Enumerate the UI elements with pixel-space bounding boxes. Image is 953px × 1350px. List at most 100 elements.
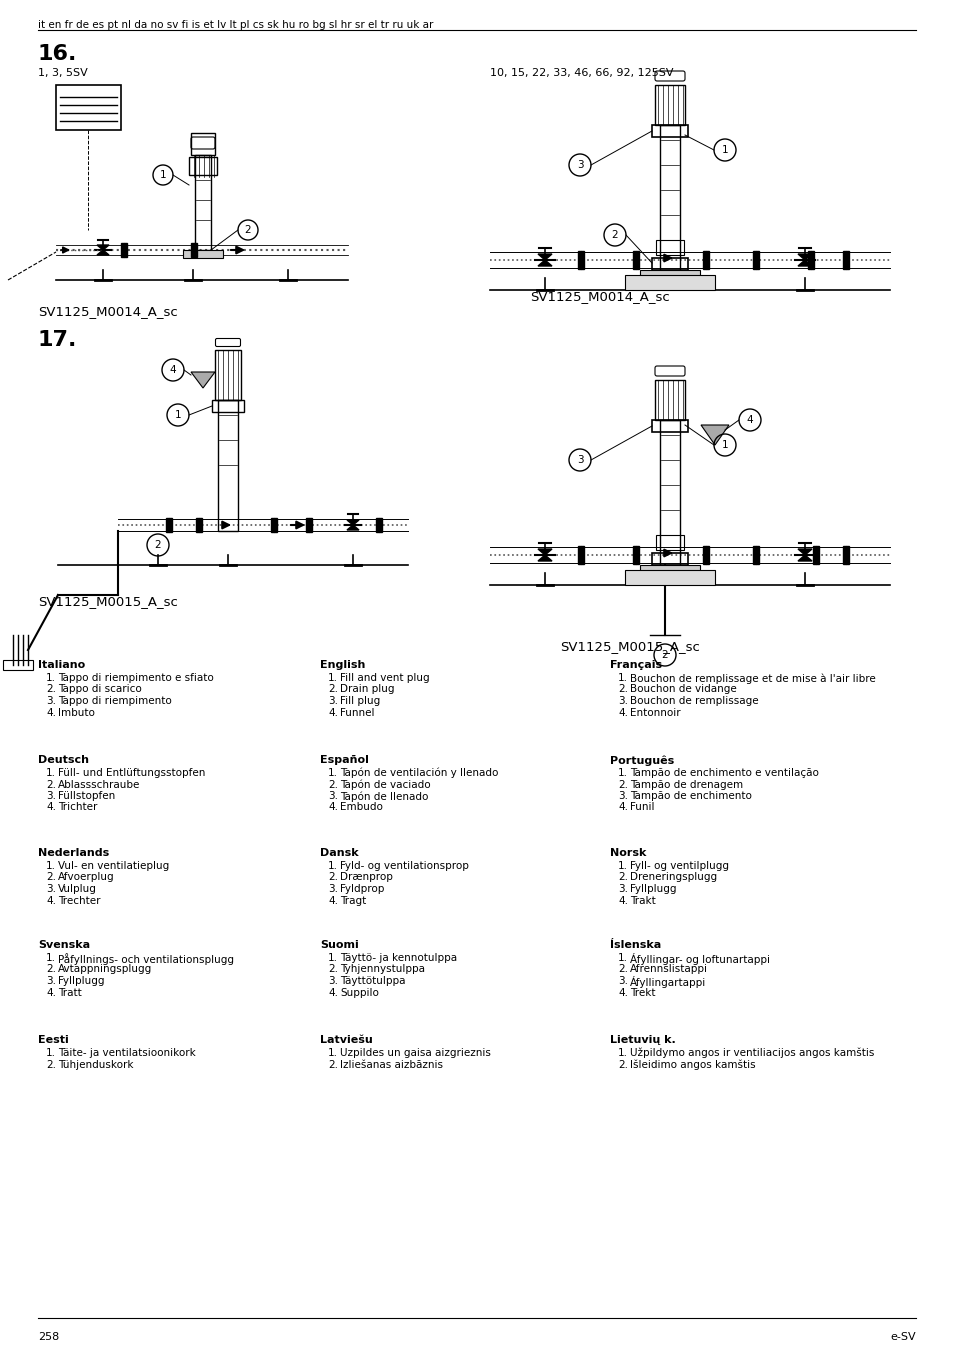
Bar — [3, 660, 33, 670]
Text: 2: 2 — [611, 230, 618, 240]
Text: Tappo di riempimento e sfiato: Tappo di riempimento e sfiato — [58, 674, 213, 683]
Text: 2.: 2. — [328, 872, 337, 883]
Bar — [651, 420, 687, 432]
Bar — [845, 251, 848, 269]
Text: 2.: 2. — [46, 779, 56, 790]
Text: 258: 258 — [38, 1332, 59, 1342]
Text: 3.: 3. — [618, 791, 627, 801]
Bar — [581, 251, 584, 269]
Text: it en fr de es pt nl da no sv fi is et lv lt pl cs sk hu ro bg sl hr sr el tr ru: it en fr de es pt nl da no sv fi is et l… — [38, 20, 433, 30]
Bar — [272, 518, 274, 532]
Text: 1.: 1. — [328, 953, 337, 963]
Bar — [624, 570, 714, 585]
Text: 3.: 3. — [618, 976, 627, 986]
Text: Eesti: Eesti — [38, 1035, 69, 1045]
Text: Tapón de vaciado: Tapón de vaciado — [339, 779, 430, 790]
Text: Bouchon de vidange: Bouchon de vidange — [629, 684, 736, 694]
Text: Norsk: Norsk — [609, 848, 646, 859]
Text: 2.: 2. — [618, 872, 627, 883]
Text: 1.: 1. — [328, 768, 337, 778]
Text: Lietuvių k.: Lietuvių k. — [609, 1035, 675, 1045]
Text: 4.: 4. — [618, 987, 627, 998]
Text: Dreneringsplugg: Dreneringsplugg — [629, 872, 717, 883]
Text: 4.: 4. — [46, 895, 56, 906]
Bar — [214, 350, 241, 400]
Bar — [196, 518, 199, 532]
Text: 2.: 2. — [328, 1060, 337, 1069]
Text: 4.: 4. — [46, 707, 56, 717]
Text: Tratt: Tratt — [58, 987, 82, 998]
Polygon shape — [97, 244, 109, 250]
Text: 4.: 4. — [46, 802, 56, 813]
Text: Bouchon de remplissage: Bouchon de remplissage — [629, 697, 758, 706]
Text: Trechter: Trechter — [58, 895, 100, 906]
Text: Nederlands: Nederlands — [38, 848, 110, 859]
Text: 2.: 2. — [328, 964, 337, 975]
Text: SV1125_M0015_A_sc: SV1125_M0015_A_sc — [559, 640, 700, 653]
Polygon shape — [191, 373, 214, 387]
Bar — [639, 566, 700, 576]
Bar — [845, 545, 848, 564]
Text: Imbuto: Imbuto — [58, 707, 94, 717]
Bar — [656, 535, 683, 549]
Text: 4.: 4. — [328, 895, 337, 906]
Text: Füll- und Entlüftungsstopfen: Füll- und Entlüftungsstopfen — [58, 768, 205, 778]
Text: Tappo di riempimento: Tappo di riempimento — [58, 697, 172, 706]
Text: Fyllplugg: Fyllplugg — [58, 976, 105, 986]
Text: Português: Português — [609, 755, 674, 765]
Bar — [218, 400, 237, 531]
Text: Dansk: Dansk — [319, 848, 358, 859]
Text: 3.: 3. — [46, 976, 56, 986]
Text: Tühjenduskork: Tühjenduskork — [58, 1060, 133, 1069]
Text: Ablassschraube: Ablassschraube — [58, 779, 140, 790]
Text: Täyttö- ja kennotulppa: Täyttö- ja kennotulppa — [339, 953, 456, 963]
Text: Uzpildes un gaisa aizgrieznis: Uzpildes un gaisa aizgrieznis — [339, 1048, 491, 1058]
Text: 3.: 3. — [46, 791, 56, 801]
Text: 1.: 1. — [618, 953, 627, 963]
Text: Tapón de ventilación y llenado: Tapón de ventilación y llenado — [339, 768, 497, 779]
Text: Embudo: Embudo — [339, 802, 382, 813]
Bar — [192, 243, 194, 256]
Text: 2.: 2. — [618, 1060, 627, 1069]
Text: Tappo di scarico: Tappo di scarico — [58, 684, 142, 694]
Text: 1, 3, 5SV: 1, 3, 5SV — [38, 68, 88, 78]
Text: SV1125_M0014_A_sc: SV1125_M0014_A_sc — [38, 305, 177, 319]
Text: e-SV: e-SV — [889, 1332, 915, 1342]
Text: 3.: 3. — [328, 976, 337, 986]
Text: Užpildymo angos ir ventiliacijos angos kamštis: Užpildymo angos ir ventiliacijos angos k… — [629, 1048, 874, 1058]
Bar — [753, 251, 756, 269]
Bar — [636, 545, 639, 564]
Text: 4.: 4. — [328, 987, 337, 998]
Bar — [274, 518, 277, 532]
Bar — [651, 554, 687, 566]
Text: Áfyllingar- og loftunartappi: Áfyllingar- og loftunartappi — [629, 953, 769, 965]
Bar — [816, 545, 819, 564]
Text: 3: 3 — [576, 161, 582, 170]
Bar — [56, 85, 121, 130]
Text: 1.: 1. — [618, 1048, 627, 1058]
Text: 3.: 3. — [618, 884, 627, 894]
Bar — [756, 251, 759, 269]
Text: 1.: 1. — [618, 768, 627, 778]
Text: 2.: 2. — [328, 779, 337, 790]
Bar — [702, 251, 706, 269]
Text: Français: Français — [609, 660, 661, 670]
Polygon shape — [537, 555, 552, 562]
Text: Íslenska: Íslenska — [609, 940, 660, 950]
Text: 4.: 4. — [618, 895, 627, 906]
Bar — [636, 251, 639, 269]
Text: Italiano: Italiano — [38, 660, 85, 670]
Text: 3.: 3. — [328, 697, 337, 706]
Text: Trekt: Trekt — [629, 987, 655, 998]
Text: Suomi: Suomi — [319, 940, 358, 950]
Text: 2: 2 — [661, 649, 668, 660]
Bar — [753, 545, 756, 564]
Bar — [659, 126, 679, 270]
Text: Tampão de enchimento e ventilação: Tampão de enchimento e ventilação — [629, 768, 818, 778]
Text: Izliešanas aizbāznis: Izliešanas aizbāznis — [339, 1060, 442, 1069]
Text: Fyll- og ventilplugg: Fyll- og ventilplugg — [629, 861, 728, 871]
Bar — [170, 518, 172, 532]
Bar — [191, 134, 214, 155]
Bar — [842, 545, 845, 564]
Bar — [756, 545, 759, 564]
